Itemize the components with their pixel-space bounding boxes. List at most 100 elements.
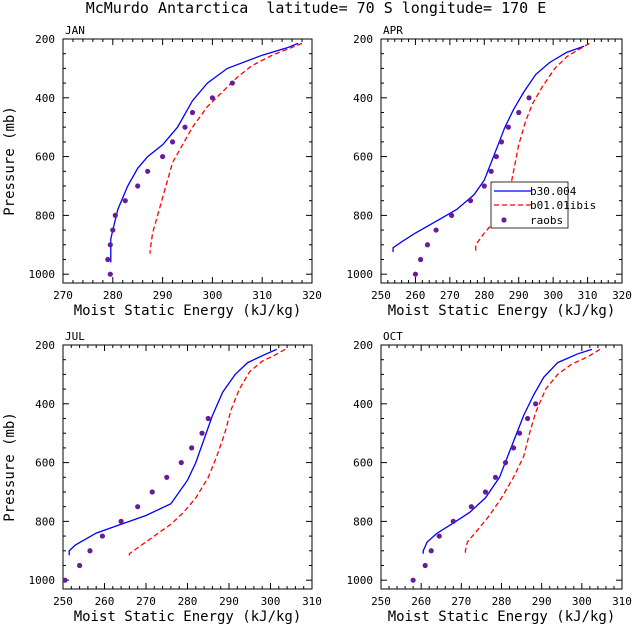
raobs-point: [467, 198, 474, 204]
raobs-point: [424, 242, 431, 248]
y-tick-label: 800: [35, 515, 55, 528]
x-tick-label: 310: [302, 595, 322, 608]
y-tick-label: 1000: [347, 574, 374, 587]
b01-line: [464, 348, 601, 556]
x-tick-label: 300: [543, 289, 563, 302]
raobs-point: [448, 212, 455, 218]
x-tick-label: 280: [492, 595, 512, 608]
x-axis-label: Moist Static Energy (kJ/kg): [388, 609, 616, 625]
x-tick-label: 270: [451, 595, 471, 608]
raobs-point: [110, 227, 116, 233]
x-tick-label: 270: [136, 595, 156, 608]
y-tick-label: 800: [353, 515, 373, 528]
x-tick-label: 300: [261, 595, 281, 608]
x-tick-label: 250: [371, 595, 391, 608]
plot-frame: [380, 38, 623, 284]
y-tick-label: 200: [353, 339, 373, 352]
y-tick-label: 600: [35, 457, 55, 470]
panel-apr: 250 260 270 280 290 300 310 320 200 400 600 800 1000…: [347, 24, 632, 319]
y-tick-label: 600: [35, 151, 55, 164]
raobs-point: [433, 227, 439, 233]
x-tick-label: 290: [532, 595, 552, 608]
panel-label: APR: [383, 24, 403, 37]
b01-line: [149, 42, 303, 254]
x-tick-label: 290: [153, 289, 173, 302]
panel-label: JAN: [65, 24, 85, 37]
x-tick-label: 250: [371, 289, 391, 302]
raobs-point: [436, 533, 442, 539]
x-tick-label: 320: [612, 289, 632, 302]
raobs-point: [488, 168, 494, 174]
raobs-point: [428, 548, 434, 554]
panel-label: JUL: [65, 330, 85, 343]
raobs-point: [510, 445, 517, 451]
raobs-point: [164, 474, 170, 480]
x-tick-label: 260: [411, 595, 431, 608]
y-tick-label: 400: [35, 92, 55, 105]
x-tick-label: 310: [578, 289, 598, 302]
y-tick-label: 1000: [29, 574, 56, 587]
b30-line: [110, 42, 299, 263]
raobs-point: [149, 489, 155, 495]
raobs-point: [468, 504, 474, 510]
x-tick-label: 310: [612, 595, 632, 608]
b01-line: [475, 42, 590, 251]
x-tick-label: 260: [95, 595, 115, 608]
x-tick-label: 280: [103, 289, 123, 302]
raobs-point: [516, 430, 523, 436]
x-axis-label: Moist Static Energy (kJ/kg): [388, 303, 616, 319]
plot-frame: [62, 38, 313, 284]
y-tick-label: 200: [353, 33, 373, 46]
x-tick-label: 250: [53, 595, 73, 608]
raobs-point: [62, 577, 68, 583]
raobs-point: [417, 256, 424, 263]
legend-raobs-marker: [501, 217, 507, 223]
raobs-point: [205, 415, 211, 422]
x-tick-label: 270: [53, 289, 73, 302]
raobs-point: [209, 95, 215, 101]
y-tick-label: 400: [353, 92, 373, 105]
figure-title: McMurdo Antarctica latitude= 70 S longit…: [86, 0, 547, 17]
raobs-point: [482, 489, 489, 495]
raobs-point: [160, 153, 166, 160]
x-tick-label: 280: [474, 289, 494, 302]
raobs-point: [410, 577, 416, 583]
x-tick-label: 300: [572, 595, 592, 608]
raobs-point: [145, 168, 151, 174]
raobs-point: [199, 430, 205, 436]
raobs-point: [169, 139, 176, 145]
raobs-point: [533, 401, 539, 407]
raobs-point: [107, 271, 113, 277]
b30-line: [392, 45, 585, 253]
y-tick-label: 200: [35, 339, 55, 352]
y-tick-label: 400: [353, 398, 373, 411]
raobs-point: [492, 474, 499, 480]
raobs-point: [526, 95, 532, 101]
x-tick-label: 280: [178, 595, 198, 608]
raobs-point: [178, 459, 184, 466]
x-tick-label: 290: [219, 595, 239, 608]
y-axis-label: Pressure (mb): [2, 106, 18, 216]
panel-label: OCT: [383, 330, 403, 343]
x-tick-label: 270: [440, 289, 460, 302]
raobs-point: [189, 109, 196, 116]
raobs-point: [481, 183, 487, 189]
raobs-point: [450, 518, 456, 524]
y-tick-label: 800: [35, 209, 55, 222]
raobs-point: [87, 548, 93, 554]
raobs-point: [107, 242, 113, 248]
b30-line: [68, 348, 277, 556]
y-tick-label: 400: [35, 398, 55, 411]
raobs-point: [105, 256, 111, 263]
y-tick-label: 200: [35, 33, 55, 46]
raobs-point: [502, 459, 509, 466]
panel-jul: 250 260 270 280 290 300 310 200 400 600 800 1000 JUL…: [2, 330, 322, 625]
raobs-point: [112, 212, 118, 218]
raobs-point: [412, 271, 419, 277]
raobs-point: [229, 80, 235, 86]
raobs-point: [498, 139, 505, 145]
raobs-point: [525, 415, 531, 422]
y-tick-label: 600: [353, 457, 373, 470]
